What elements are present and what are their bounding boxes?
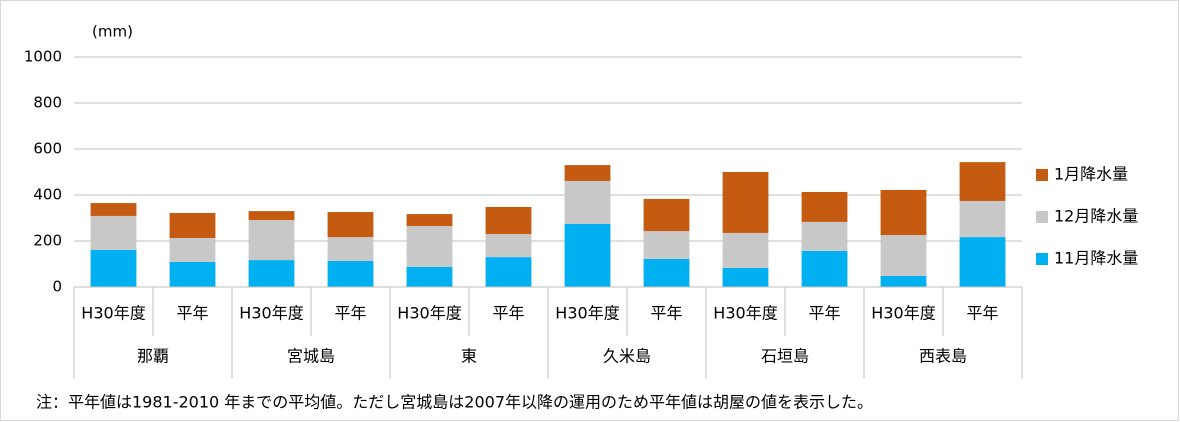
bar-segment xyxy=(485,234,532,258)
y-tick-label: 800 xyxy=(33,94,62,112)
x-tick-label: H30年度 xyxy=(713,304,777,323)
x-tick-label: H30年度 xyxy=(81,304,145,323)
legend-label: 12月降水量 xyxy=(1054,207,1138,226)
bar-segment xyxy=(248,211,295,221)
bar-segment xyxy=(643,231,690,259)
legend-label: 11月降水量 xyxy=(1054,249,1138,268)
bar-segment xyxy=(959,237,1006,287)
x-tick-label: 平年 xyxy=(492,304,524,323)
bar-segment xyxy=(327,261,374,287)
bar-segment xyxy=(169,238,216,262)
bar-segment xyxy=(90,249,137,287)
y-tick-label: 600 xyxy=(33,140,62,158)
bar-segment xyxy=(643,258,690,287)
x-tick-label: H30年度 xyxy=(555,304,619,323)
x-tick-label: 平年 xyxy=(808,304,840,323)
legend-swatch xyxy=(1036,211,1048,223)
legend-label: 1月降水量 xyxy=(1054,165,1128,184)
bar-segment xyxy=(801,192,848,222)
bar-segment xyxy=(406,226,453,267)
y-tick-label: 1000 xyxy=(24,48,62,66)
group-label: 久米島 xyxy=(603,347,651,366)
bar-segment xyxy=(722,232,769,268)
y-tick-label: 200 xyxy=(33,232,62,250)
bar-segment xyxy=(801,250,848,287)
bar-segment xyxy=(406,266,453,287)
group-label: 那覇 xyxy=(137,347,169,366)
x-tick-label: H30年度 xyxy=(397,304,461,323)
bar-segment xyxy=(722,267,769,287)
bar-segment xyxy=(564,223,611,287)
bar-segment xyxy=(564,165,611,181)
bar-segment xyxy=(327,237,374,262)
bar-segment xyxy=(801,221,848,251)
y-tick-label: 400 xyxy=(33,186,62,204)
y-tick-label: 0 xyxy=(52,278,62,296)
legend-swatch xyxy=(1036,253,1048,265)
bar-segment xyxy=(90,215,137,250)
bar-segment xyxy=(90,203,137,216)
bar-segment xyxy=(959,162,1006,201)
group-label: 西表島 xyxy=(919,347,967,366)
x-tick-label: 平年 xyxy=(176,304,208,323)
x-tick-label: H30年度 xyxy=(871,304,935,323)
bar-segment xyxy=(959,200,1006,238)
bar-segment xyxy=(169,212,216,239)
bar-segment xyxy=(248,260,295,287)
bar-segment xyxy=(248,220,295,261)
bar-segment xyxy=(485,206,532,235)
group-label: 石垣島 xyxy=(761,347,809,366)
legend-swatch xyxy=(1036,169,1048,181)
group-label: 東 xyxy=(461,347,477,366)
x-tick-label: 平年 xyxy=(966,304,998,323)
bar-segment xyxy=(643,198,690,232)
bar-segment xyxy=(485,257,532,287)
bar-segment xyxy=(564,180,611,224)
bar-segment xyxy=(169,261,216,287)
group-label: 宮城島 xyxy=(287,347,335,366)
x-tick-label: H30年度 xyxy=(239,304,303,323)
bar-segment xyxy=(327,212,374,238)
x-tick-label: 平年 xyxy=(334,304,366,323)
bar-segment xyxy=(880,275,927,287)
note: 注：平年値は1981-2010 年までの平均値。ただし宮城島は2007年以降の運… xyxy=(36,393,873,412)
bar-segment xyxy=(880,189,927,236)
x-tick-label: 平年 xyxy=(650,304,682,323)
bar-segment xyxy=(722,172,769,233)
bar-segment xyxy=(406,214,453,227)
y-unit: (mm) xyxy=(92,23,133,41)
bar-segment xyxy=(880,235,927,276)
